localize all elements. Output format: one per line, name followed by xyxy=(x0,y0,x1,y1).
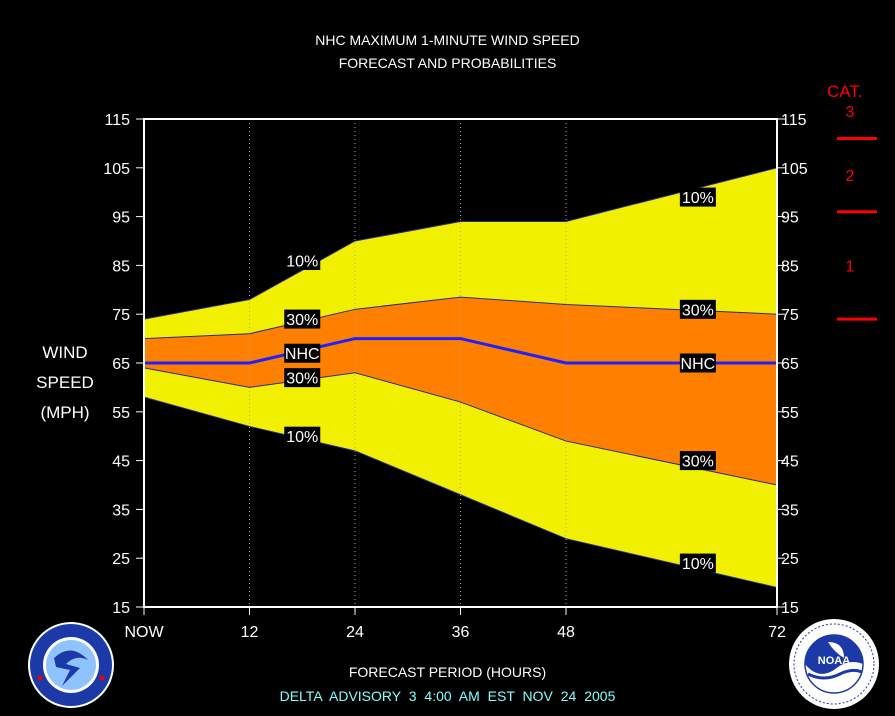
x-tick-label: 48 xyxy=(557,624,575,641)
y-tick-label-left: 65 xyxy=(112,356,130,373)
y-tick-label-right: 85 xyxy=(781,258,799,275)
y-tick-label-left: 95 xyxy=(112,210,130,227)
series-line-10-upper xyxy=(143,167,778,320)
annotation-label: 10% xyxy=(286,254,318,271)
annotation-box xyxy=(679,299,716,319)
y-tick-label-right: 105 xyxy=(781,161,808,178)
category-title: CAT. xyxy=(827,82,863,101)
y-tick-label-right: 75 xyxy=(781,307,799,324)
category-label: 2 xyxy=(846,168,855,185)
y-axis-label-line: WIND xyxy=(42,343,88,362)
y-tick-label-left: 35 xyxy=(112,502,130,519)
annotation-box xyxy=(679,187,716,207)
y-tick-label-left: 85 xyxy=(112,258,130,275)
y-tick-label-right: 25 xyxy=(781,551,799,568)
annotation-label: 30% xyxy=(286,312,318,329)
series-line-30-lower xyxy=(143,367,778,486)
category-label: 3 xyxy=(846,104,855,121)
y-axis-label-line: (MPH) xyxy=(40,403,90,422)
category-scale: 3 2 1 xyxy=(837,104,877,321)
x-tick-label: 36 xyxy=(452,624,470,641)
chart-title-line2: FORECAST AND PROBABILITIES xyxy=(338,55,557,71)
y-tick-label-right: 45 xyxy=(781,454,799,471)
y-tick-label-left: 105 xyxy=(103,161,130,178)
annotation-box xyxy=(284,426,321,446)
y-tick-label-right: 35 xyxy=(781,502,799,519)
y-tick-label-left: 75 xyxy=(112,307,130,324)
annotation-box xyxy=(284,368,321,388)
y-tick-label-left: 115 xyxy=(104,112,130,129)
y-tick-label-right: 55 xyxy=(781,405,799,422)
nws-logo-icon xyxy=(28,622,114,708)
y-tick-label-right: 15 xyxy=(781,600,799,617)
annotation-box xyxy=(679,451,716,471)
y-tick-label-left: 55 xyxy=(112,405,130,422)
series-lines xyxy=(143,167,778,588)
noaa-logo-icon: NOAA xyxy=(789,619,879,709)
y-axis-label: WIND SPEED (MPH) xyxy=(30,338,100,428)
series-line-30-upper xyxy=(143,296,778,340)
y-tick-label-right: 65 xyxy=(781,356,799,373)
annotation-box xyxy=(284,251,321,271)
x-axis-title: FORECAST PERIOD (HOURS) xyxy=(348,664,547,680)
x-tick-label: NOW xyxy=(124,624,164,641)
annotations: 10% 30% NHC 30% 10% 10% 30% NHC 30% 10% xyxy=(284,187,716,573)
annotation-label: NHC xyxy=(285,346,320,363)
x-tick-label: 72 xyxy=(768,624,786,641)
x-tick-label: 24 xyxy=(346,624,364,641)
annotation-box xyxy=(284,343,321,363)
y-tick-label-right: 115 xyxy=(781,112,807,129)
series-line-10-lower xyxy=(143,396,778,588)
y-axis-label-line: SPEED xyxy=(36,373,94,392)
annotation-box xyxy=(679,353,716,373)
annotation-label: 10% xyxy=(286,429,318,446)
annotation-label: 10% xyxy=(682,556,714,573)
advisory-line: DELTA ADVISORY 3 4:00 AM EST NOV 24 2005 xyxy=(279,688,616,704)
y-tick-label-right: 95 xyxy=(781,210,799,227)
axis-ticks: 15 15 25 25 35 35 45 45 55 55 65 65 75 75 85 85 95 95 105 1… xyxy=(103,112,808,641)
category-label: 1 xyxy=(846,258,855,275)
y-tick-label-left: 25 xyxy=(112,551,130,568)
annotation-label: 30% xyxy=(682,454,714,471)
annotation-box xyxy=(679,553,716,573)
nhc-forecast-line xyxy=(144,337,777,365)
chart-title-line1: NHC MAXIMUM 1-MINUTE WIND SPEED xyxy=(315,32,580,48)
annotation-label: 30% xyxy=(682,302,714,319)
annotation-label: 10% xyxy=(682,190,714,207)
svg-text:NOAA: NOAA xyxy=(818,655,850,667)
annotation-box xyxy=(284,309,321,329)
y-tick-label-left: 45 xyxy=(112,454,130,471)
x-tick-label: 12 xyxy=(241,624,259,641)
annotation-label: 30% xyxy=(286,371,318,388)
annotation-label: NHC xyxy=(681,356,716,373)
y-tick-label-left: 15 xyxy=(112,600,130,617)
